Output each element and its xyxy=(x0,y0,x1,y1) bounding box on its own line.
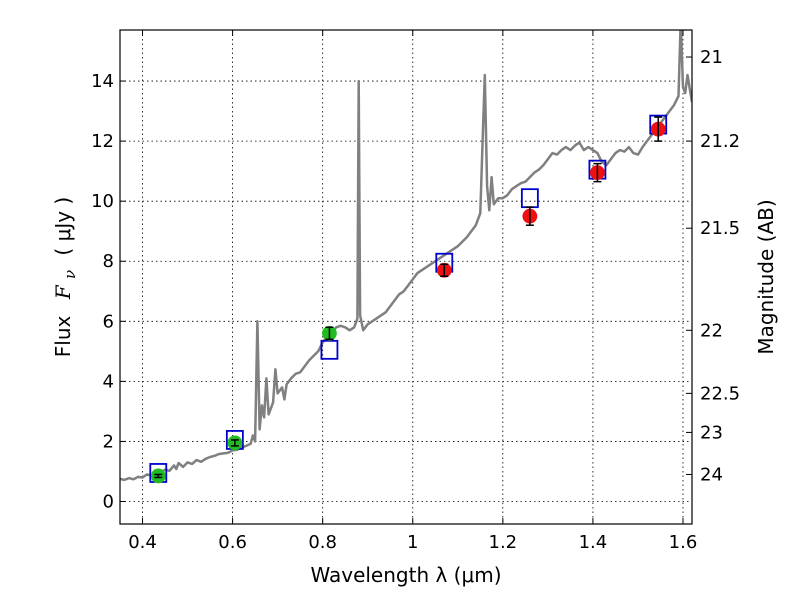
right-tick-label: 21 xyxy=(700,47,723,68)
x-tick-label: 0.6 xyxy=(218,532,247,553)
y-label-symbol: F xyxy=(51,284,75,300)
y-label-unit: ( μJy ) xyxy=(51,197,75,256)
axis-ticks: 0.4 0.6 0.8 1 1.2 1.4 1.6024681012142121.221.5… xyxy=(91,30,740,553)
model-photometry-square xyxy=(320,339,339,360)
svg-text:Magnitude (AB): Magnitude (AB) xyxy=(754,199,778,354)
y-label-prefix: Flux xyxy=(51,315,75,357)
right-tick-label: 22.5 xyxy=(700,383,740,404)
y-tick-label: 6 xyxy=(103,311,114,332)
model-photometry-square xyxy=(520,188,539,209)
x-tick-label: 1 xyxy=(407,532,418,553)
right-tick-label: 21.5 xyxy=(700,218,740,239)
y-tick-label: 12 xyxy=(91,131,114,152)
y-label-subscript: ν xyxy=(61,270,79,279)
spectrum-line xyxy=(120,30,692,482)
right-tick-label: 24 xyxy=(700,464,723,485)
right-tick-label: 22 xyxy=(700,320,723,341)
x-tick-label: 0.8 xyxy=(308,532,337,553)
y-tick-label: 4 xyxy=(103,371,114,392)
right-axis-label: Magnitude (AB) xyxy=(754,199,778,354)
y-tick-label: 2 xyxy=(103,431,114,452)
y-tick-label: 8 xyxy=(103,251,114,272)
svg-text:Flux F ν ( μ: Flux F ν ( μJy ) xyxy=(51,197,80,357)
right-tick-label: 21.2 xyxy=(700,131,740,152)
x-axis-label: Wavelength λ (μm) xyxy=(310,563,501,587)
x-tick-label: 1.2 xyxy=(489,532,518,553)
y-axis-label: Flux F ν ( μJy ) xyxy=(51,197,80,357)
y-tick-label: 14 xyxy=(91,71,114,92)
right-tick-label: 23 xyxy=(700,422,723,443)
y-tick-label: 0 xyxy=(103,491,114,512)
x-tick-label: 1.6 xyxy=(669,532,698,553)
x-tick-label: 0.4 xyxy=(128,532,157,553)
y-tick-label: 10 xyxy=(91,191,114,212)
plot-frame xyxy=(119,29,693,525)
plot-series xyxy=(120,30,692,484)
x-tick-label: 1.4 xyxy=(579,532,608,553)
grid-lines xyxy=(120,30,692,524)
